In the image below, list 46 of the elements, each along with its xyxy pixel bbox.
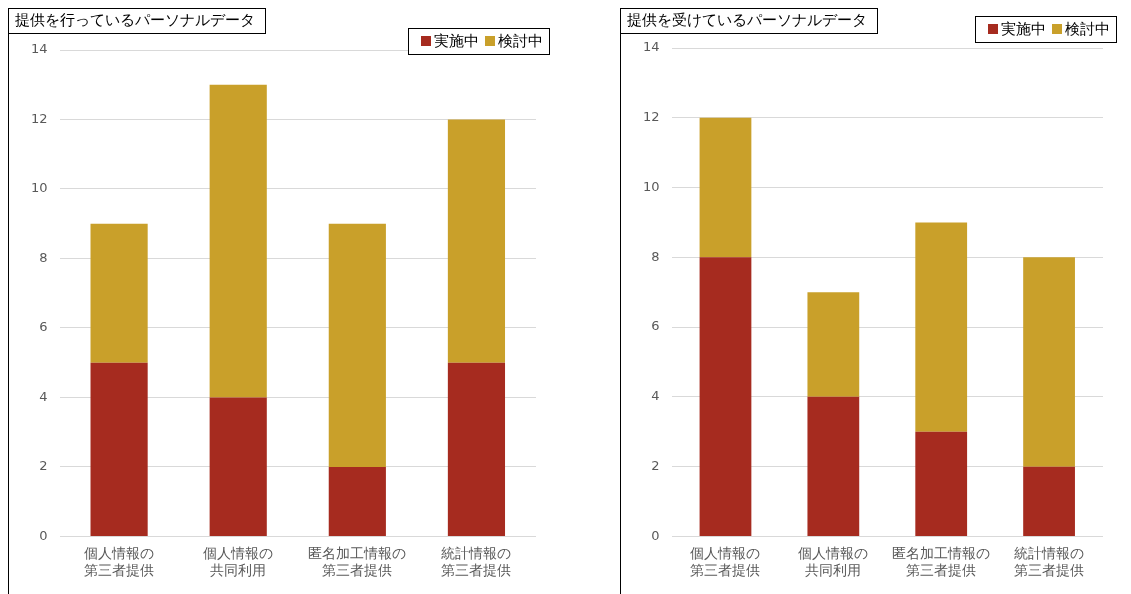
bar xyxy=(447,119,506,363)
chart-title: 提供を行っているパーソナルデータ xyxy=(8,8,266,34)
y-tick-label: 10 xyxy=(31,180,48,196)
x-tick-label: 統計情報の第三者提供 xyxy=(1014,545,1085,579)
bar xyxy=(807,292,860,397)
bar xyxy=(90,223,148,363)
legend-label: 検討中 xyxy=(498,32,543,50)
bar xyxy=(90,362,148,536)
y-tick-label: 14 xyxy=(31,41,48,57)
y-tick-label: 6 xyxy=(651,318,660,334)
y-tick-label: 4 xyxy=(651,388,660,404)
legend-label: 検討中 xyxy=(1065,20,1110,38)
y-tick-label: 12 xyxy=(31,110,48,126)
x-tick-label: 個人情報の共同利用 xyxy=(203,545,274,579)
y-tick-label: 12 xyxy=(643,109,660,125)
bar xyxy=(807,396,860,536)
bar xyxy=(209,397,267,536)
x-tick-label: 個人情報の第三者提供 xyxy=(84,545,155,579)
y-tick-label: 2 xyxy=(39,458,48,474)
bar xyxy=(1023,466,1075,536)
bar xyxy=(699,117,752,258)
bar xyxy=(328,223,386,467)
bar xyxy=(1023,257,1075,467)
bar xyxy=(699,257,752,536)
y-tick-label: 0 xyxy=(39,527,48,543)
legend-label: 実施中 xyxy=(1001,20,1046,38)
bar xyxy=(915,222,968,432)
legend-label: 実施中 xyxy=(434,32,479,50)
y-tick-label: 2 xyxy=(651,458,660,473)
y-tick-label: 6 xyxy=(39,319,48,335)
chart-title: 提供を受けているパーソナルデータ xyxy=(620,8,878,34)
bar xyxy=(915,431,968,536)
y-tick-label: 4 xyxy=(39,388,48,404)
x-tick-label: 匿名加工情報の第三者提供 xyxy=(892,545,991,579)
y-tick-label: 8 xyxy=(651,248,660,264)
y-tick-label: 8 xyxy=(39,249,48,265)
bar xyxy=(209,84,267,398)
x-tick-label: 統計情報の第三者提供 xyxy=(441,545,512,579)
x-tick-label: 個人情報の共同利用 xyxy=(798,545,869,579)
y-tick-label: 0 xyxy=(651,527,660,543)
bar xyxy=(328,466,386,536)
bar xyxy=(447,362,506,536)
y-tick-label: 14 xyxy=(643,39,660,55)
x-tick-label: 個人情報の第三者提供 xyxy=(690,545,761,579)
y-tick-label: 10 xyxy=(643,178,660,194)
x-tick-label: 匿名加工情報の第三者提供 xyxy=(308,545,407,579)
